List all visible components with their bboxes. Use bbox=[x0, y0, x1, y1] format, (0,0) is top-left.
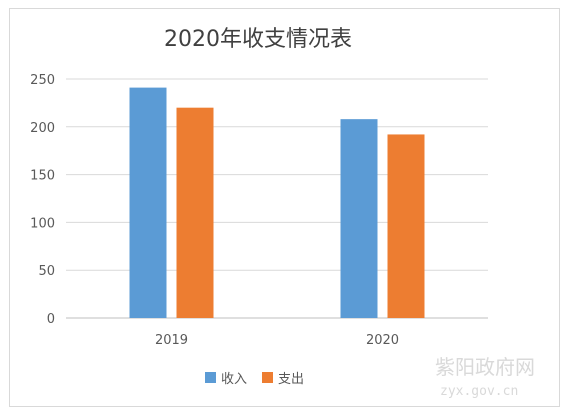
chart-title: 2020年收支情况表 bbox=[164, 27, 352, 52]
watermark-text: 紫阳政府网 bbox=[435, 355, 535, 379]
y-tick-label: 200 bbox=[30, 121, 55, 136]
gridlines bbox=[66, 78, 488, 319]
legend-swatch bbox=[205, 372, 216, 383]
y-tick-label: 50 bbox=[38, 264, 55, 279]
legend-label: 收入 bbox=[221, 372, 247, 387]
y-tick-label: 250 bbox=[30, 73, 55, 88]
y-tick-label: 100 bbox=[30, 216, 55, 231]
bar-2020-income bbox=[340, 119, 378, 318]
bar-2020-expense bbox=[387, 134, 425, 318]
y-tick-label: 150 bbox=[30, 169, 55, 184]
legend-label: 支出 bbox=[278, 372, 304, 387]
y-axis-ticks: 0 50 100 150 200 250 bbox=[30, 73, 55, 327]
x-tick-label: 2019 bbox=[155, 333, 188, 348]
watermark: 紫阳政府网 zyx.gov.cn bbox=[435, 355, 535, 399]
watermark-url: zyx.gov.cn bbox=[440, 384, 518, 399]
legend: 收入 支出 bbox=[205, 372, 304, 387]
bar-2019-expense bbox=[176, 107, 214, 319]
x-tick-label: 2020 bbox=[366, 333, 399, 348]
legend-swatch bbox=[262, 372, 273, 383]
bars bbox=[129, 87, 425, 319]
bar-2019-income bbox=[129, 87, 167, 318]
chart-frame bbox=[9, 8, 560, 407]
y-tick-label: 0 bbox=[47, 312, 55, 327]
x-axis-ticks: 2019 2020 bbox=[155, 333, 399, 348]
